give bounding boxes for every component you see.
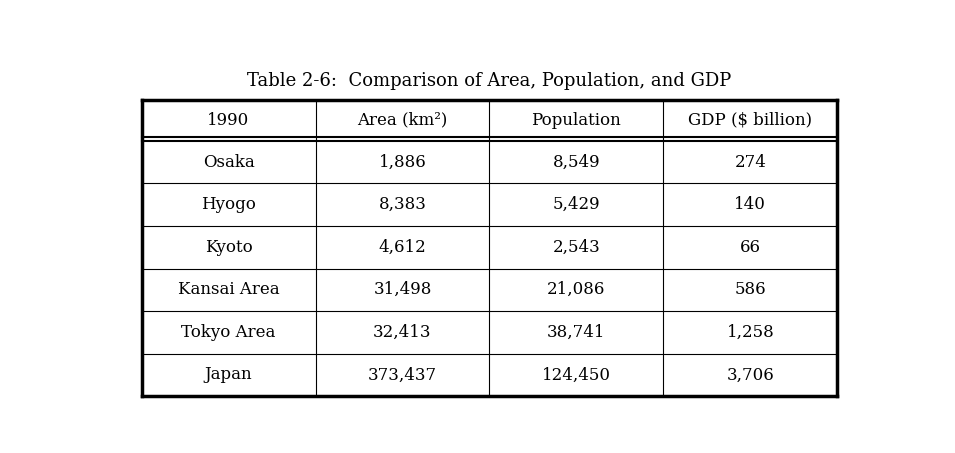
Text: 8,383: 8,383 bbox=[378, 196, 427, 213]
Text: Osaka: Osaka bbox=[202, 154, 254, 171]
Text: Hyogo: Hyogo bbox=[202, 196, 256, 213]
Text: 4,612: 4,612 bbox=[378, 239, 426, 256]
Text: 586: 586 bbox=[734, 281, 766, 299]
Text: Kyoto: Kyoto bbox=[204, 239, 252, 256]
Text: 1990: 1990 bbox=[207, 112, 249, 129]
Text: 38,741: 38,741 bbox=[547, 324, 605, 341]
Text: 3,706: 3,706 bbox=[727, 366, 775, 383]
Text: 32,413: 32,413 bbox=[373, 324, 432, 341]
Text: 66: 66 bbox=[740, 239, 761, 256]
Text: Tokyo Area: Tokyo Area bbox=[181, 324, 276, 341]
Text: GDP ($ billion): GDP ($ billion) bbox=[689, 112, 813, 129]
Text: 373,437: 373,437 bbox=[368, 366, 437, 383]
Text: 1,886: 1,886 bbox=[378, 154, 426, 171]
Text: 5,429: 5,429 bbox=[553, 196, 600, 213]
Text: Table 2-6:  Comparison of Area, Population, and GDP: Table 2-6: Comparison of Area, Populatio… bbox=[247, 72, 732, 90]
Text: Population: Population bbox=[532, 112, 622, 129]
Text: 140: 140 bbox=[734, 196, 766, 213]
Text: 124,450: 124,450 bbox=[541, 366, 611, 383]
Text: 2,543: 2,543 bbox=[553, 239, 601, 256]
Text: 1,258: 1,258 bbox=[727, 324, 775, 341]
Text: Japan: Japan bbox=[204, 366, 252, 383]
Text: 8,549: 8,549 bbox=[553, 154, 600, 171]
Text: Kansai Area: Kansai Area bbox=[178, 281, 280, 299]
Text: 21,086: 21,086 bbox=[547, 281, 605, 299]
Text: 31,498: 31,498 bbox=[373, 281, 432, 299]
Text: 274: 274 bbox=[734, 154, 766, 171]
Text: Area (km²): Area (km²) bbox=[357, 112, 448, 129]
